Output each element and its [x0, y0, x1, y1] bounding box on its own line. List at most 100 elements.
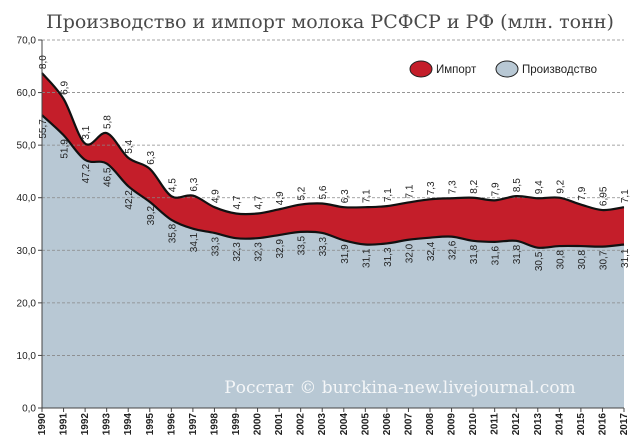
import-data-label: 5,6 — [318, 185, 329, 199]
x-tick-label: 2015 — [576, 413, 587, 436]
import-data-label: 6,9 — [60, 81, 71, 95]
import-data-label: 5,8 — [103, 115, 114, 129]
import-data-label: 9,2 — [555, 179, 566, 193]
import-data-label: 4,9 — [275, 191, 286, 205]
production-data-label: 31,8 — [469, 244, 480, 264]
production-data-label: 32,0 — [404, 243, 415, 263]
x-tick-label: 2001 — [274, 413, 285, 436]
import-data-label: 7,1 — [361, 189, 372, 203]
x-tick-label: 2017 — [619, 413, 630, 436]
production-data-label: 31,6 — [491, 245, 502, 265]
production-line — [41, 114, 625, 249]
x-tick-label: 1990 — [37, 413, 48, 436]
x-tick-label: 1996 — [166, 413, 177, 436]
legend-label-import: Импорт — [436, 64, 477, 76]
x-tick-label: 1995 — [145, 413, 156, 436]
y-tick-label: 0,0 — [22, 404, 36, 415]
production-data-label: 33,3 — [318, 237, 329, 257]
x-tick-label: 2007 — [403, 413, 414, 436]
import-data-label: 7,9 — [577, 186, 588, 200]
production-data-label: 31,8 — [512, 244, 523, 264]
import-data-label: 4,7 — [232, 195, 243, 209]
y-tick-label: 60,0 — [17, 88, 37, 99]
x-tick-label: 1994 — [123, 413, 134, 436]
import-data-label: 6,3 — [340, 189, 351, 203]
production-data-label: 34,1 — [189, 232, 200, 252]
import-data-label: 8,5 — [512, 178, 523, 192]
production-data-label: 31,9 — [340, 244, 351, 264]
x-tick-label: 2009 — [447, 413, 458, 436]
import-data-label: 7,1 — [383, 188, 394, 202]
data-labels-layer: 55,7 51,9 47,2 46,5 42,2 39,2 35,8 34,1 33,3 32,3… — [38, 55, 631, 271]
y-tick-label: 30,0 — [17, 246, 37, 257]
production-data-label: 32,3 — [254, 242, 265, 262]
grid-layer — [42, 39, 624, 356]
production-data-label: 51,9 — [60, 139, 71, 159]
import-data-label: 4,7 — [254, 195, 265, 209]
total-line — [41, 72, 625, 216]
y-tick-label: 20,0 — [17, 298, 37, 309]
area-layer — [42, 73, 624, 409]
import-data-label: 7,9 — [491, 182, 502, 196]
production-data-label: 39,2 — [146, 205, 157, 225]
legend-label-production: Производство — [522, 64, 597, 76]
x-tick-label: 2002 — [296, 413, 307, 436]
y-tick-label: 10,0 — [17, 351, 37, 362]
legend-swatch-import — [409, 60, 433, 78]
x-tick-label: 2003 — [317, 413, 328, 436]
axes-layer: 0,0 10,0 20,0 30,0 40,0 50,0 60,0 70,0 1990 1991 1… — [17, 36, 630, 436]
import-data-label: 8,0 — [38, 55, 49, 69]
production-data-label: 55,7 — [38, 119, 49, 139]
x-tick-label: 2008 — [425, 413, 436, 436]
import-data-label: 6,95 — [598, 186, 609, 206]
import-data-label: 5,2 — [297, 186, 308, 200]
chart-title: Производство и импорт молока РСФСР и РФ … — [46, 11, 614, 33]
x-tick-label: 1997 — [188, 413, 199, 436]
production-data-label: 31,1 — [620, 248, 631, 268]
x-tick-label: 2016 — [597, 413, 608, 436]
outline-layer — [41, 72, 625, 249]
production-data-label: 46,5 — [103, 167, 114, 187]
production-area — [42, 115, 624, 409]
y-tick-label: 40,0 — [17, 193, 37, 204]
x-tick-label: 1992 — [80, 413, 91, 436]
y-tick-label: 50,0 — [17, 141, 37, 152]
x-tick-label: 2005 — [360, 413, 371, 436]
production-data-label: 35,8 — [167, 223, 178, 243]
x-tick-label: 1991 — [59, 413, 70, 436]
import-data-label: 6,3 — [146, 150, 157, 164]
x-tick-label: 1998 — [209, 413, 220, 436]
import-data-label: 4,9 — [210, 189, 221, 203]
x-tick-label: 2000 — [253, 413, 264, 436]
production-data-label: 33,3 — [210, 237, 221, 257]
import-data-label: 7,1 — [620, 189, 631, 203]
y-tick-label: 70,0 — [17, 36, 37, 47]
production-data-label: 31,3 — [383, 247, 394, 267]
watermark-text: Росстат © burckina-new.livejournal.com — [224, 378, 575, 398]
import-data-label: 9,4 — [534, 180, 545, 194]
production-data-label: 32,6 — [448, 240, 459, 260]
import-data-label: 8,2 — [469, 179, 480, 193]
x-tick-label: 2011 — [490, 413, 501, 435]
import-data-label: 6,3 — [189, 177, 200, 191]
production-data-label: 42,2 — [124, 190, 135, 210]
x-tick-label: 1993 — [102, 413, 113, 436]
import-data-label: 7,3 — [448, 180, 459, 194]
production-data-label: 32,9 — [275, 239, 286, 259]
production-data-label: 31,1 — [361, 248, 372, 268]
import-data-label: 7,1 — [404, 184, 415, 198]
legend-swatch-production — [495, 60, 519, 78]
production-data-label: 30,5 — [534, 251, 545, 271]
production-data-label: 33,5 — [297, 235, 308, 255]
production-data-label: 47,2 — [81, 163, 92, 183]
x-tick-label: 1999 — [231, 413, 242, 436]
x-tick-label: 2012 — [511, 413, 522, 436]
import-data-label: 4,5 — [167, 178, 178, 192]
legend: Импорт Производство — [409, 60, 597, 78]
import-data-label: 5,4 — [124, 139, 135, 153]
production-data-label: 32,4 — [426, 241, 437, 261]
production-data-label: 30,8 — [555, 250, 566, 270]
production-data-label: 32,3 — [232, 242, 243, 262]
import-data-label: 3,1 — [81, 125, 92, 139]
